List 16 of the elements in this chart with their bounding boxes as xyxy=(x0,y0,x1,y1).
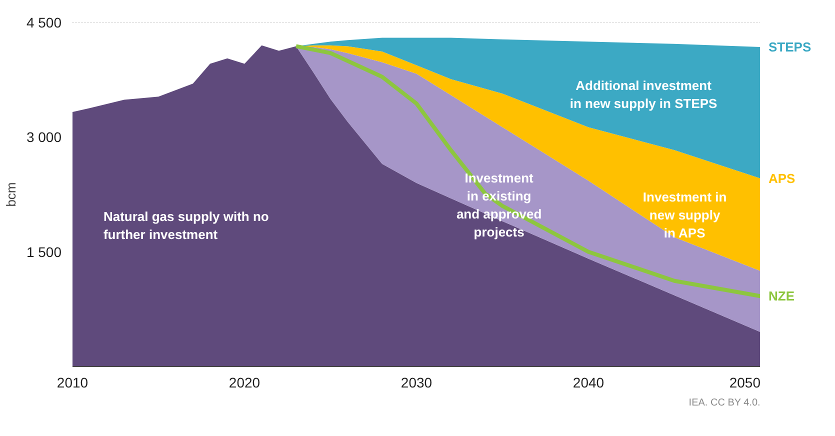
x-tick-label: 2020 xyxy=(228,374,260,390)
line-series xyxy=(294,44,760,298)
series-label: APS xyxy=(768,170,796,186)
x-tick-label: 2010 xyxy=(56,374,88,390)
x-tick-label: 2050 xyxy=(729,374,761,390)
annotation: Additional investment in new supply in STEPS xyxy=(570,78,718,112)
series-label: NZE xyxy=(768,288,795,304)
y-tick-label: 1 500 xyxy=(26,244,62,260)
y-tick-label: 4 500 xyxy=(26,14,62,30)
x-tick-label: 2030 xyxy=(400,374,432,390)
y-tick-label: 3 000 xyxy=(26,129,62,146)
text: IEA. CC BY 4.0. xyxy=(688,398,760,408)
x-tick-label: 2040 xyxy=(572,374,604,390)
annotation: Natural gas supply with no further investment xyxy=(103,208,269,242)
y-axis-title: bcm xyxy=(3,182,18,207)
series-label: STEPS xyxy=(768,39,812,54)
